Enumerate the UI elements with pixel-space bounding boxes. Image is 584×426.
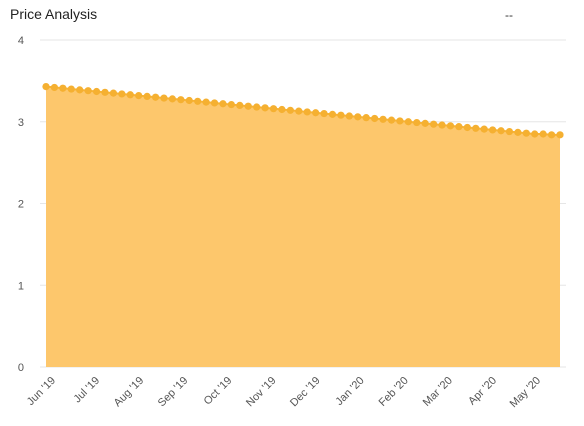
data-point[interactable] (421, 119, 429, 127)
data-point[interactable] (463, 123, 471, 132)
data-point[interactable] (126, 91, 134, 99)
data-point[interactable] (472, 124, 480, 132)
data-point[interactable] (379, 115, 387, 123)
data-point[interactable] (438, 121, 446, 129)
data-point[interactable] (168, 95, 176, 103)
data-point[interactable] (354, 113, 362, 121)
data-point[interactable] (337, 111, 345, 119)
data-point[interactable] (303, 108, 311, 116)
data-point[interactable] (269, 105, 278, 113)
x-tick-label: Feb '20 (377, 375, 411, 409)
x-tick-label: Mar '20 (421, 375, 455, 409)
data-point[interactable] (42, 83, 50, 91)
header-value: -- (505, 8, 513, 22)
data-point[interactable] (556, 131, 564, 139)
data-point[interactable] (295, 107, 303, 115)
data-point[interactable] (210, 99, 219, 107)
data-point[interactable] (539, 130, 547, 138)
data-point[interactable] (151, 93, 160, 101)
data-point[interactable] (101, 88, 109, 96)
data-point[interactable] (371, 114, 379, 123)
data-point[interactable] (160, 94, 168, 102)
x-tick-label: Apr '20 (466, 375, 499, 408)
data-point[interactable] (413, 118, 421, 127)
data-point[interactable] (430, 120, 438, 128)
y-tick-label: 3 (18, 117, 24, 129)
chart-title: Price Analysis (10, 6, 98, 22)
y-tick-label: 2 (18, 199, 24, 211)
x-tick-label: Dec '19 (288, 375, 323, 410)
data-point[interactable] (387, 116, 396, 124)
x-tick-label: Nov '19 (244, 375, 279, 410)
data-point[interactable] (312, 109, 320, 117)
data-point[interactable] (497, 127, 505, 135)
data-point[interactable] (177, 96, 185, 104)
x-tick-label: Oct '19 (202, 375, 235, 408)
y-axis-ticks: 0 1 2 3 4 (18, 35, 24, 374)
data-point[interactable] (84, 87, 92, 95)
data-point[interactable] (286, 106, 294, 114)
data-point[interactable] (67, 85, 75, 93)
data-point[interactable] (455, 123, 463, 131)
data-points (42, 83, 564, 139)
data-point[interactable] (514, 128, 522, 136)
data-point[interactable] (236, 101, 244, 109)
data-point[interactable] (522, 129, 530, 137)
data-point[interactable] (362, 114, 370, 122)
data-point[interactable] (446, 122, 455, 130)
data-point[interactable] (118, 90, 126, 98)
x-tick-label: May '20 (508, 375, 543, 410)
data-point[interactable] (396, 117, 404, 125)
x-axis-ticks: Jun '19 Jul '19 Aug '19 Sep '19 Oct '19 Nov '… (25, 375, 543, 410)
y-tick-label: 1 (18, 280, 24, 292)
data-point[interactable] (143, 92, 151, 101)
data-point[interactable] (278, 105, 286, 114)
data-point[interactable] (547, 131, 556, 139)
x-tick-label: Sep '19 (156, 375, 191, 410)
data-point[interactable] (50, 83, 59, 92)
y-tick-label: 4 (18, 35, 24, 47)
x-tick-label: Jul '19 (71, 375, 102, 406)
data-point[interactable] (194, 97, 202, 105)
data-point[interactable] (404, 118, 412, 126)
area-fill (46, 86, 560, 367)
data-point[interactable] (135, 91, 143, 100)
data-point[interactable] (328, 110, 337, 118)
x-tick-label: Jun '19 (25, 375, 58, 408)
data-point[interactable] (261, 104, 269, 112)
data-point[interactable] (59, 84, 67, 92)
x-tick-label: Aug '19 (112, 375, 147, 410)
x-tick-label: Jan '20 (333, 375, 366, 408)
data-point[interactable] (202, 98, 210, 106)
data-point[interactable] (345, 112, 353, 120)
data-point[interactable] (505, 127, 514, 136)
data-point[interactable] (92, 87, 101, 96)
data-point[interactable] (320, 109, 328, 118)
data-point[interactable] (185, 96, 193, 105)
data-point[interactable] (109, 89, 118, 97)
data-point[interactable] (253, 103, 261, 111)
data-point[interactable] (227, 100, 235, 109)
data-point[interactable] (244, 102, 252, 110)
data-point[interactable] (219, 100, 227, 108)
data-point[interactable] (531, 130, 539, 138)
data-point[interactable] (480, 125, 488, 133)
y-tick-label: 0 (18, 362, 24, 374)
data-point[interactable] (488, 126, 497, 134)
data-point[interactable] (76, 86, 84, 94)
